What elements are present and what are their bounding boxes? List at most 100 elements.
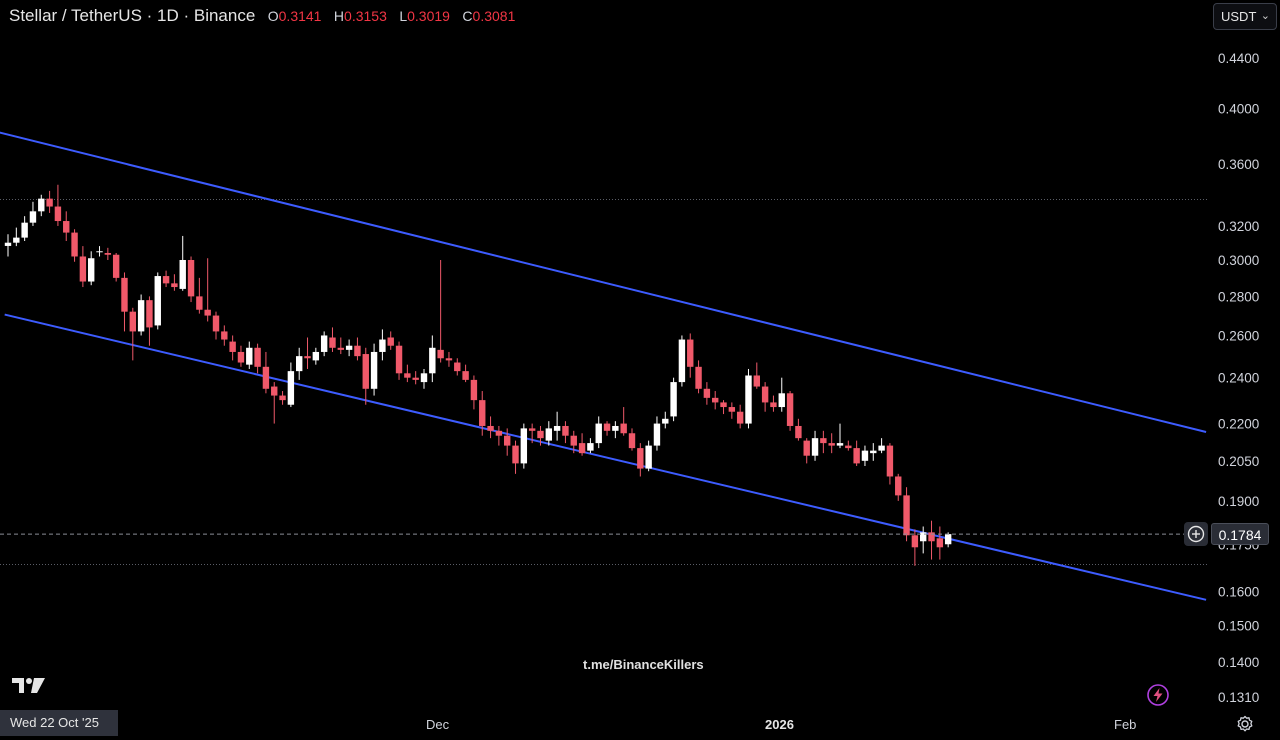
candle <box>595 416 602 449</box>
candle <box>578 433 586 456</box>
open-value: 0.3141 <box>278 8 322 24</box>
candle <box>745 368 752 429</box>
candle-body <box>861 450 869 461</box>
candle-body <box>279 395 286 401</box>
candle-body <box>537 430 544 439</box>
candle <box>828 433 835 454</box>
candle <box>187 256 195 303</box>
candle <box>753 362 760 389</box>
candle-body <box>761 386 769 403</box>
price-tick-label: 0.3000 <box>1218 253 1259 268</box>
candle <box>21 216 28 242</box>
candle <box>179 235 186 291</box>
candle <box>662 411 669 429</box>
candle <box>811 430 819 461</box>
candle <box>462 364 469 383</box>
candle-body <box>811 438 819 456</box>
candle <box>221 325 228 346</box>
channel-lower-line <box>4 313 1207 601</box>
candle-body <box>520 428 528 464</box>
candle <box>88 251 95 286</box>
price-tick-label: 0.4400 <box>1218 51 1259 66</box>
candle <box>429 335 436 383</box>
candle <box>38 194 45 217</box>
candle-body <box>911 535 919 548</box>
candle-body <box>304 356 311 359</box>
candle-body <box>836 443 844 446</box>
symbol-legend: Stellar / TetherUS · 1D · Binance O0.314… <box>9 6 515 26</box>
candle <box>337 337 344 355</box>
candle <box>528 423 536 444</box>
tradingview-logo-icon[interactable] <box>12 676 46 694</box>
candle <box>570 430 577 454</box>
candle <box>836 423 844 449</box>
close-key: C <box>462 8 473 24</box>
candle <box>4 234 12 257</box>
close-value: 0.3081 <box>472 8 516 24</box>
candle-body <box>204 309 211 316</box>
channel-upper-line <box>0 131 1207 434</box>
price-tick-label: 0.2200 <box>1218 417 1259 432</box>
candle <box>861 445 869 466</box>
candle-body <box>29 211 37 223</box>
candle-body <box>54 206 62 222</box>
symbol-title[interactable]: Stellar / TetherUS · 1D · Binance <box>9 6 256 25</box>
candle <box>653 416 661 451</box>
candle-body <box>121 277 128 312</box>
currency-select[interactable]: USDT ⌄ <box>1213 3 1277 30</box>
candle <box>678 335 686 387</box>
candle-body <box>778 393 785 408</box>
candle <box>104 247 112 260</box>
candle <box>387 331 394 350</box>
candle <box>171 274 178 291</box>
candle <box>212 311 220 340</box>
candle-body <box>495 430 503 436</box>
plus-circle-icon[interactable] <box>1184 522 1208 546</box>
crosshair-date-label: Wed 22 Oct '25 <box>0 710 118 736</box>
price-tick-label: 0.3200 <box>1218 219 1259 234</box>
candle <box>137 294 145 336</box>
candle-body <box>129 311 136 332</box>
candle-body <box>212 315 220 332</box>
time-label-2026: 2026 <box>765 717 794 732</box>
price-axis: 0.4400 0.4000 0.3600 0.3200 0.3000 0.2800 0.26… <box>1218 51 1259 705</box>
candle-body <box>786 393 794 426</box>
candle <box>728 402 736 419</box>
candle-body <box>753 375 760 387</box>
candle <box>545 421 552 446</box>
candle <box>63 211 70 242</box>
candle <box>587 438 594 454</box>
candle <box>944 532 952 548</box>
candle <box>96 246 103 257</box>
candle <box>928 520 935 560</box>
candle-body <box>154 276 161 326</box>
candle <box>271 382 278 424</box>
gear-icon[interactable] <box>1236 715 1254 733</box>
candle-body <box>637 448 644 469</box>
candle <box>878 438 885 454</box>
candle-body <box>104 253 112 255</box>
candle <box>345 339 353 357</box>
candle-body <box>379 339 386 352</box>
candle-body <box>612 425 619 431</box>
candle <box>354 337 361 361</box>
candle <box>687 333 694 378</box>
candle <box>603 421 611 436</box>
candle <box>870 443 877 461</box>
candle-body <box>337 347 344 350</box>
candle-body <box>528 428 536 431</box>
descending-channel[interactable] <box>0 131 1207 601</box>
candle <box>404 364 411 383</box>
price-tick-label: 0.1500 <box>1218 619 1259 634</box>
candle-body <box>429 347 436 374</box>
candle <box>412 371 419 385</box>
candle-body <box>886 445 894 477</box>
candle-body <box>620 423 627 434</box>
candle <box>778 377 785 412</box>
lightning-icon[interactable] <box>1146 683 1170 707</box>
watermark-text: t.me/BinanceKillers <box>583 657 704 672</box>
candle-body <box>570 435 577 446</box>
price-tick-label: 0.1600 <box>1218 585 1259 600</box>
high-key: H <box>333 8 345 24</box>
